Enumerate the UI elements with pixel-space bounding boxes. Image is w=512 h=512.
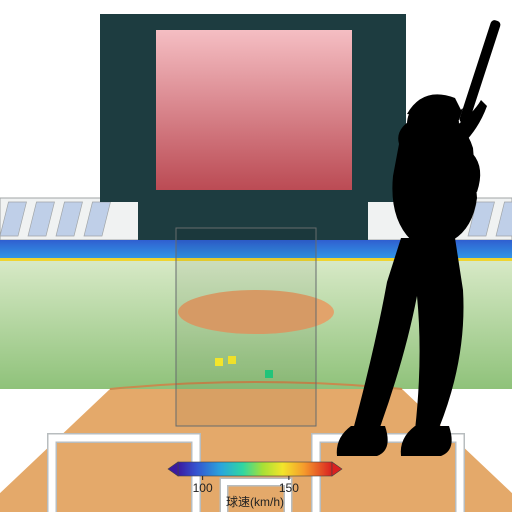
pitch-location-chart: 100 150球速(km/h) bbox=[0, 0, 512, 512]
colorbar-label: 球速(km/h) bbox=[226, 495, 284, 509]
pitch-marker bbox=[265, 370, 273, 378]
pitch-marker bbox=[228, 356, 236, 364]
strike-zone bbox=[176, 228, 316, 426]
colorbar-tick-label: 100 bbox=[193, 481, 213, 495]
scoreboard-screen bbox=[156, 30, 352, 190]
colorbar-tick-label: 150 bbox=[279, 481, 299, 495]
speed-colorbar bbox=[178, 462, 332, 476]
pitch-marker bbox=[215, 358, 223, 366]
